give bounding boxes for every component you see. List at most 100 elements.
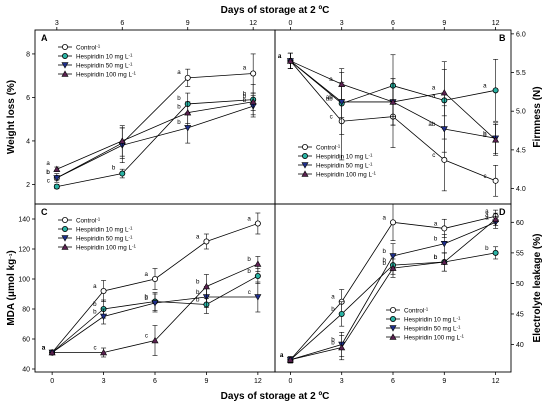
- panel-a-ylabel: Weight loss (%): [6, 80, 17, 154]
- panel-c-series-4-point: [100, 348, 108, 356]
- panel-c-series-2-point: [254, 272, 261, 279]
- panel-b-series-4-point: [338, 80, 346, 87]
- panel-c-sig-letter: b: [93, 301, 97, 308]
- panel-c-sig-letter: b: [247, 256, 251, 263]
- panel-d-legend-label: Hespiridin 10 mg L-1: [404, 315, 461, 324]
- panel-d-xtick-label: 9: [442, 378, 446, 385]
- panel-a-series-1-point: [184, 74, 191, 81]
- panel-c-sig-letter: c: [145, 333, 148, 340]
- panel-b-legend-label: Hespiridin 100 mg L-1: [316, 170, 377, 179]
- panel-a-xtick-label: 12: [249, 20, 257, 27]
- panel-d-ylabel: Electrolyte leakage (%): [532, 234, 543, 343]
- panel-a-letter: A: [41, 33, 48, 43]
- panel-a-ytick-label: 4: [26, 138, 30, 145]
- panel-b-legend-label: Hespiridin 50 mg L-1: [316, 161, 373, 170]
- panel-d-xtick-label: 0: [288, 378, 292, 385]
- panel-a-legend-marker: [62, 44, 69, 51]
- panel-a-sig-letter: b: [112, 165, 116, 172]
- panel-d-sig-letter: b: [485, 245, 489, 252]
- panel-a-xtick-label: 6: [120, 20, 124, 27]
- panel-b-legend-label: Hespiridin 10 mg L-1: [316, 152, 373, 161]
- panel-a-legend-label: Hespiridin 50 mg L-1: [76, 61, 133, 70]
- panel-b-xtick-label: 9: [442, 20, 446, 27]
- panel-c-ylabel: MDA (μmol kg−1): [6, 250, 17, 325]
- panel-a-sig-letter: c: [47, 178, 50, 185]
- panel-d-sig-letter: b: [331, 306, 335, 313]
- panel-b-sig-letter: ab: [428, 121, 435, 128]
- panel-d-xtick-label: 3: [340, 378, 344, 385]
- panel-b-xtick-label: 6: [391, 20, 395, 27]
- panel-a-sig-letter: b: [243, 91, 247, 98]
- panel-b-sig-letter: a: [432, 92, 436, 99]
- panel-d-sig-letter: b: [434, 254, 438, 261]
- panel-b-sig-letter: a: [278, 53, 282, 60]
- panel-a-series-4-point: [53, 165, 61, 172]
- panel-b-sig-letter: a: [278, 53, 282, 60]
- panel-a-xtick-label: 3: [55, 20, 59, 27]
- panel-b-series-4-point: [286, 57, 294, 64]
- panel-a-sig-letter: b: [46, 169, 50, 176]
- panel-d-sig-letter: b: [434, 236, 438, 243]
- panel-c-legend-label: Hespiridin 100 mg L-1: [76, 243, 137, 252]
- panel-a-legend-label: Control-1: [76, 43, 101, 52]
- panel-d-series-4-point: [440, 258, 448, 265]
- panel-c-legend-marker: [62, 225, 69, 232]
- panel-b-legend-marker: [301, 152, 308, 159]
- panel-d-series-4-point: [286, 356, 294, 363]
- panel-d-sig-letter: b: [383, 248, 387, 255]
- panel-b-sig-letter: a: [278, 53, 282, 60]
- panel-d-series-1-point: [441, 225, 448, 232]
- panel-a-series-4-line: [56, 101, 254, 170]
- panel-c-ytick-label: 40: [22, 367, 30, 374]
- panel-c-sig-letter: b: [196, 297, 200, 304]
- panel-a-series-3-line: [56, 105, 254, 179]
- panel-c-xtick-label: 9: [204, 378, 208, 385]
- panel-d-ytick-label: 50: [516, 281, 524, 288]
- panel-c-sig-letter: a: [42, 345, 46, 352]
- panel-c-sig-letter: a: [247, 216, 251, 223]
- panel-b-sig-letter: c: [484, 173, 487, 180]
- panel-c-legend-label: Hespiridin 10 mg L-1: [76, 225, 133, 234]
- panel-a-sig-letter: b: [177, 95, 181, 102]
- panel-d-sig-letter: b: [434, 254, 438, 261]
- panel-a-legend-label: Hespiridin 100 mg L-1: [76, 70, 137, 79]
- panel-d-ytick-label: 45: [516, 311, 524, 318]
- panel-b-legend-marker: [301, 143, 308, 150]
- panel-b-sig-letter: a: [278, 53, 282, 60]
- panel-c-series-1-point: [151, 275, 158, 282]
- panel-c-legend-marker: [61, 235, 69, 242]
- panel-d-sig-letter: a: [485, 211, 489, 218]
- panel-b-ytick-label: 6.0: [516, 31, 526, 38]
- panel-d-sig-letter: a: [280, 352, 284, 359]
- panel-d-letter: D: [499, 207, 506, 217]
- panel-d-legend-label: Control-1: [404, 306, 429, 315]
- bottom-xlabel: Days of storage at 2 ºC: [221, 391, 330, 402]
- panel-a-legend-label: Hespiridin 10 mg L-1: [76, 52, 133, 61]
- panel-c-sig-letter: a: [145, 271, 149, 278]
- panel-b-ytick-label: 5.5: [516, 70, 526, 77]
- panel-b-ytick-label: 4.0: [516, 186, 526, 193]
- panel-a-sig-letter: b: [243, 97, 247, 104]
- panel-d-ytick-label: 60: [516, 220, 524, 227]
- panel-d-sig-letter: a: [280, 352, 284, 359]
- panel-b-series-4-point: [440, 89, 448, 96]
- panel-a-series-2-point: [119, 170, 126, 177]
- panel-b-series-4-point: [492, 136, 500, 143]
- panel-d-legend-label: Hespiridin 100 mg L-1: [404, 333, 465, 342]
- panel-d-series-3-point: [389, 253, 397, 260]
- panel-b-sig-letter: c: [330, 113, 333, 120]
- panel-b-letter: B: [499, 33, 506, 43]
- panel-d-xtick-label: 6: [391, 378, 395, 385]
- panel-a-series-2-point: [53, 183, 60, 190]
- panel-b-series-1-point: [492, 177, 499, 184]
- panel-d-series-4-point: [338, 343, 346, 351]
- panel-b-ylabel: Firmness (N): [532, 86, 543, 147]
- panel-c-series-1-point: [100, 287, 107, 294]
- panel-a-legend-marker: [61, 70, 69, 77]
- panel-c-legend-label: Control-1: [76, 216, 101, 225]
- panel-c-sig-letter: a: [42, 345, 46, 352]
- panel-a-series-4-point: [118, 137, 126, 144]
- panel-d-xtick-label: 12: [492, 378, 500, 385]
- panel-d-legend-marker: [389, 333, 397, 340]
